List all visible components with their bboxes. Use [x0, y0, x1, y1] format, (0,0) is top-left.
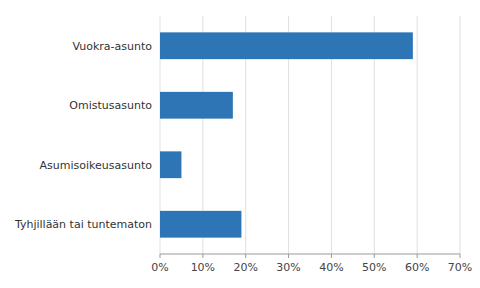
tick-mark: [245, 254, 246, 258]
tick-label: 60%: [405, 261, 429, 274]
tick-mark: [331, 254, 332, 258]
category-label: Omistusasunto: [69, 99, 152, 112]
tick-mark: [202, 254, 203, 258]
bar: [160, 32, 413, 59]
category-label: Asumisoikeusasunto: [40, 159, 153, 172]
tick-label: 70%: [448, 261, 472, 274]
tick-label: 40%: [319, 261, 343, 274]
y-axis: Tyhjillään tai tuntematon Asumisoikeusasu…: [14, 40, 152, 232]
tick-label: 10%: [191, 261, 215, 274]
tick-mark: [374, 254, 375, 258]
category-label: Vuokra-asunto: [72, 40, 152, 53]
bar: [160, 151, 181, 178]
category-label: Tyhjillään tai tuntematon: [14, 218, 152, 231]
tick-label: 0%: [151, 261, 168, 274]
tick-label: 20%: [233, 261, 257, 274]
x-axis-line: [160, 254, 460, 255]
tick-mark: [460, 254, 461, 258]
chart-container: 0% 10% 20% 30% 40% 50% 60% 70% Tyhjillään tai tu…: [0, 0, 480, 288]
x-axis: 0% 10% 20% 30% 40% 50% 60% 70%: [151, 254, 472, 274]
bar: [160, 92, 233, 119]
bars: [160, 32, 413, 237]
tick-label: 50%: [362, 261, 386, 274]
bar: [160, 211, 241, 238]
tick-label: 30%: [276, 261, 300, 274]
grid-line: [417, 16, 418, 254]
tick-mark: [417, 254, 418, 258]
grid: [160, 16, 460, 254]
tick-mark: [160, 254, 161, 258]
chart-svg: 0% 10% 20% 30% 40% 50% 60% 70% Tyhjillään tai tu…: [0, 0, 480, 288]
tick-mark: [288, 254, 289, 258]
grid-line: [460, 16, 461, 254]
